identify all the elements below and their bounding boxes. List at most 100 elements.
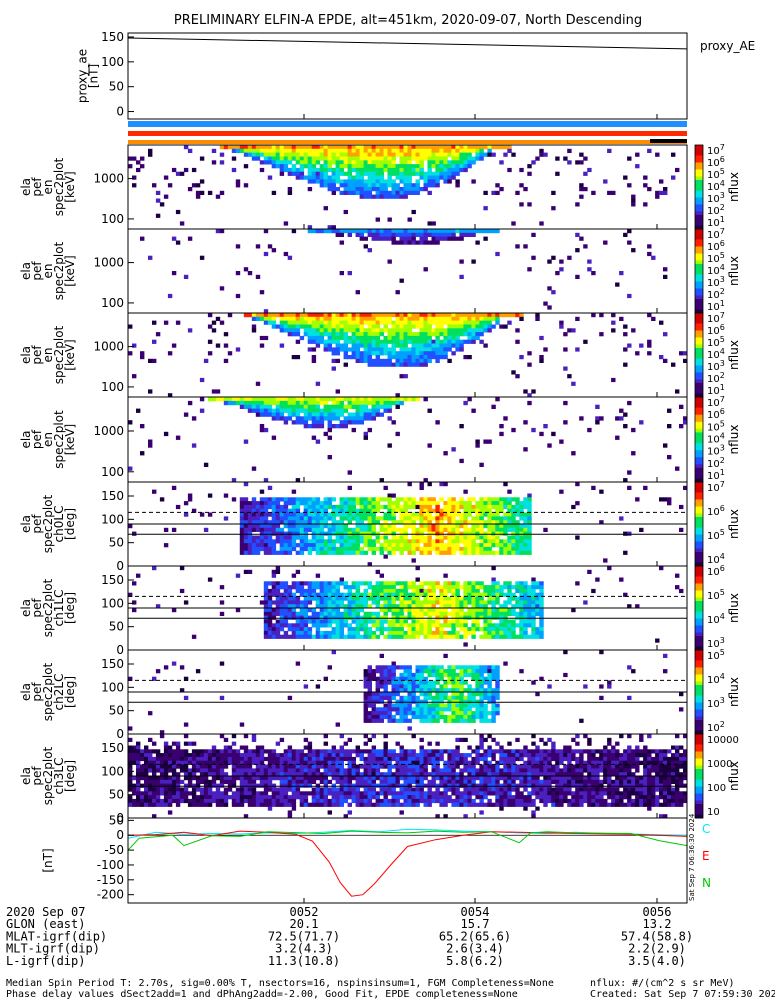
heatmap-cell <box>335 179 340 184</box>
heatmap-cell <box>275 627 281 632</box>
heatmap-cell <box>439 508 444 513</box>
heatmap-cell <box>399 316 404 321</box>
heatmap-cell <box>487 550 492 555</box>
heatmap-cell <box>351 167 356 173</box>
heatmap-cell <box>267 527 273 532</box>
heatmap-cell <box>319 619 325 624</box>
heatmap-cell <box>299 408 305 413</box>
heatmap-cell <box>399 531 404 536</box>
heatmap-cell <box>383 343 388 348</box>
heatmap-cell <box>259 412 265 417</box>
heatmap-cell <box>407 152 412 157</box>
heatmap-cell <box>271 156 277 161</box>
heatmap-cell <box>459 259 464 264</box>
heatmap-cell <box>423 623 428 628</box>
heatmap-cell <box>475 684 480 689</box>
heatmap-cell <box>339 240 344 245</box>
heatmap-cell <box>403 148 408 153</box>
heatmap-cell <box>355 187 360 192</box>
heatmap-cell <box>483 520 488 525</box>
heatmap-cell <box>403 374 408 379</box>
heatmap-cell <box>128 768 133 773</box>
heatmap-cell <box>283 408 289 413</box>
heatmap-cell <box>319 332 325 337</box>
heatmap-cell <box>363 581 368 586</box>
heatmap-cell <box>307 527 313 532</box>
heatmap-cell <box>343 148 348 153</box>
heatmap-cell <box>523 608 528 613</box>
heatmap-cell <box>507 508 512 513</box>
heatmap-cell <box>379 167 384 173</box>
colorbar-segment <box>695 362 703 366</box>
heatmap-cell <box>527 535 532 540</box>
heatmap-cell <box>439 145 444 150</box>
panel-8-ylabel: elapefspec2plotch3LC[deg] <box>19 746 77 805</box>
heatmap-cell <box>347 604 352 609</box>
heatmap-cell <box>379 516 384 521</box>
heatmap-cell <box>431 596 436 601</box>
heatmap-cell <box>411 232 416 237</box>
heatmap-cell <box>383 358 388 363</box>
heatmap-cell <box>379 504 384 510</box>
heatmap-cell <box>495 543 500 548</box>
heatmap-cell <box>331 335 336 341</box>
heatmap-cell <box>403 175 408 180</box>
heatmap-cell <box>487 615 492 620</box>
heatmap-cell <box>387 703 392 708</box>
heatmap-cell <box>379 358 384 363</box>
heatmap-cell <box>379 608 384 613</box>
heatmap-cell <box>299 148 305 153</box>
heatmap-cell <box>351 604 356 609</box>
heatmap-cell <box>443 527 448 532</box>
heatmap-cell <box>259 512 265 517</box>
heatmap-cell <box>407 684 412 689</box>
heatmap-cell <box>479 592 484 597</box>
heatmap-cell <box>327 539 332 544</box>
heatmap-cell <box>423 699 428 704</box>
colorbar-segment <box>695 155 703 160</box>
heatmap-cell <box>291 320 297 325</box>
heatmap-cell <box>331 313 336 318</box>
heatmap-cell <box>475 512 480 517</box>
colorbar-segment <box>695 257 703 261</box>
heatmap-cell <box>195 669 201 674</box>
heatmap-cell <box>475 524 480 529</box>
heatmap-cell <box>435 711 440 716</box>
heatmap-cell <box>132 791 137 796</box>
heatmap-cell <box>403 546 408 552</box>
heatmap-cell <box>367 400 372 406</box>
heatmap-cell <box>287 324 293 329</box>
heatmap-cell <box>339 634 344 639</box>
heatmap-cell <box>279 611 285 616</box>
heatmap-cell <box>451 520 456 525</box>
ylabel-line: ch3LC <box>52 758 66 795</box>
heatmap-cell <box>439 152 444 157</box>
heatmap-cell <box>287 588 293 594</box>
heatmap-cell <box>303 501 309 506</box>
heatmap-cell <box>363 351 368 356</box>
heatmap-cell <box>323 630 328 636</box>
heatmap-cell <box>391 194 396 199</box>
heatmap-cell <box>491 543 496 548</box>
heatmap-cell <box>407 604 412 609</box>
heatmap-cell <box>527 634 532 639</box>
heatmap-cell <box>399 374 404 379</box>
heatmap-cell <box>627 156 632 161</box>
heatmap-cell <box>419 351 424 356</box>
heatmap-cell <box>427 221 432 226</box>
heatmap-cell <box>363 497 368 502</box>
heatmap-cell <box>271 397 277 402</box>
heatmap-cell <box>471 623 476 628</box>
ylabel-line: ela <box>19 262 33 280</box>
heatmap-cell <box>459 424 464 429</box>
heatmap-cell <box>343 355 348 360</box>
heatmap-cell <box>455 623 460 628</box>
heatmap-cell <box>467 145 472 150</box>
colorbar-segment <box>695 397 703 402</box>
heatmap-cell <box>419 699 424 704</box>
heatmap-cell <box>511 596 516 601</box>
heatmap-cell <box>136 776 141 781</box>
heatmap-cell <box>515 374 520 379</box>
heatmap-cell <box>307 520 313 525</box>
heatmap-cell <box>359 608 364 613</box>
